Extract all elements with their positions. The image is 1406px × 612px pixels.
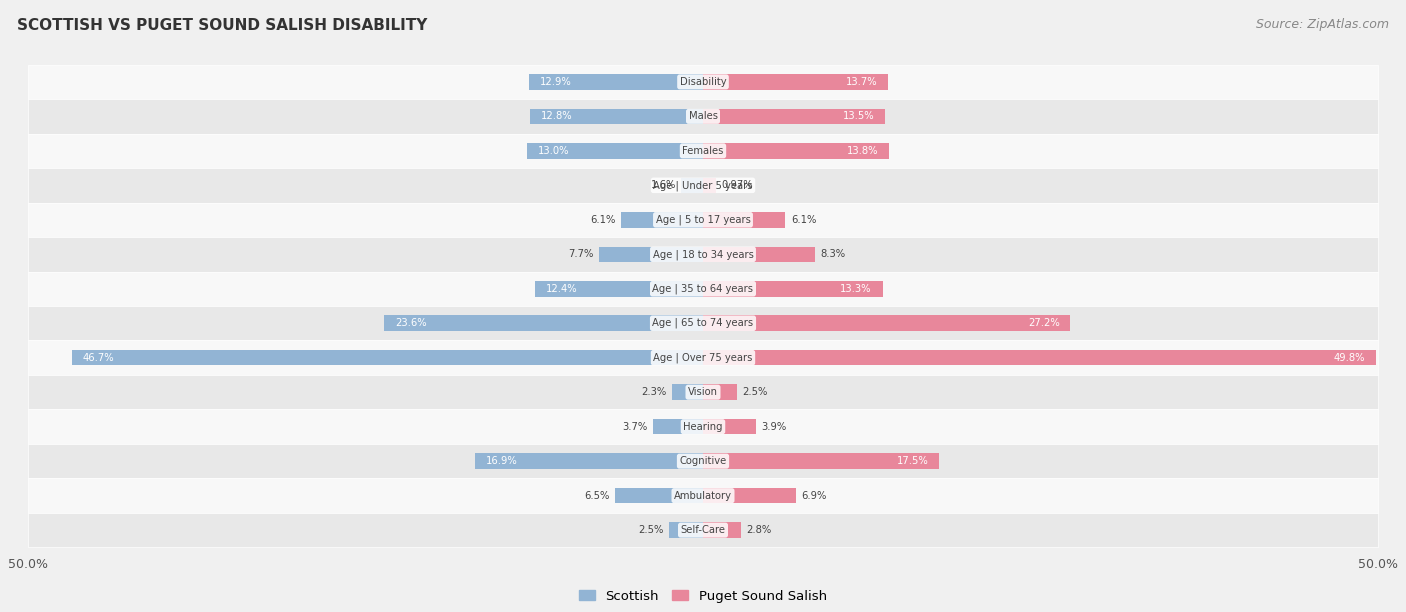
- Text: 13.8%: 13.8%: [846, 146, 879, 156]
- Bar: [652, 419, 703, 435]
- Text: Age | 18 to 34 years: Age | 18 to 34 years: [652, 249, 754, 259]
- Text: 6.5%: 6.5%: [585, 491, 610, 501]
- Text: 23.6%: 23.6%: [395, 318, 426, 328]
- Text: Age | Under 5 years: Age | Under 5 years: [654, 180, 752, 190]
- Bar: [703, 419, 755, 435]
- Text: Ambulatory: Ambulatory: [673, 491, 733, 501]
- Text: Age | 35 to 64 years: Age | 35 to 64 years: [652, 283, 754, 294]
- Bar: [682, 177, 703, 193]
- Text: 6.1%: 6.1%: [591, 215, 616, 225]
- Text: Males: Males: [689, 111, 717, 121]
- Bar: [703, 247, 815, 262]
- Legend: Scottish, Puget Sound Salish: Scottish, Puget Sound Salish: [574, 584, 832, 608]
- Bar: [703, 384, 737, 400]
- Bar: [28, 272, 1378, 306]
- Bar: [28, 409, 1378, 444]
- Bar: [672, 384, 703, 400]
- Bar: [703, 453, 939, 469]
- Bar: [527, 143, 703, 159]
- Text: 49.8%: 49.8%: [1333, 353, 1365, 363]
- Bar: [703, 177, 716, 193]
- Text: 7.7%: 7.7%: [568, 249, 593, 259]
- Text: Cognitive: Cognitive: [679, 456, 727, 466]
- Text: Age | 65 to 74 years: Age | 65 to 74 years: [652, 318, 754, 329]
- Text: Vision: Vision: [688, 387, 718, 397]
- Text: Females: Females: [682, 146, 724, 156]
- Text: Age | Over 75 years: Age | Over 75 years: [654, 353, 752, 363]
- Text: 27.2%: 27.2%: [1028, 318, 1060, 328]
- Text: 16.9%: 16.9%: [485, 456, 517, 466]
- Text: 2.8%: 2.8%: [747, 525, 772, 535]
- Bar: [599, 247, 703, 262]
- Text: 12.9%: 12.9%: [540, 77, 571, 87]
- Bar: [620, 212, 703, 228]
- Bar: [703, 350, 1375, 365]
- Text: 8.3%: 8.3%: [821, 249, 845, 259]
- Text: Age | 5 to 17 years: Age | 5 to 17 years: [655, 215, 751, 225]
- Text: 13.7%: 13.7%: [845, 77, 877, 87]
- Bar: [28, 168, 1378, 203]
- Bar: [28, 375, 1378, 409]
- Text: 0.97%: 0.97%: [721, 181, 754, 190]
- Bar: [530, 108, 703, 124]
- Text: 46.7%: 46.7%: [83, 353, 114, 363]
- Bar: [28, 513, 1378, 547]
- Bar: [529, 74, 703, 89]
- Text: 1.6%: 1.6%: [651, 181, 676, 190]
- Bar: [72, 350, 703, 365]
- Bar: [536, 281, 703, 297]
- Text: 6.9%: 6.9%: [801, 491, 827, 501]
- Text: Self-Care: Self-Care: [681, 525, 725, 535]
- Text: 13.3%: 13.3%: [841, 284, 872, 294]
- Bar: [703, 523, 741, 538]
- Bar: [703, 488, 796, 504]
- Text: Source: ZipAtlas.com: Source: ZipAtlas.com: [1256, 18, 1389, 31]
- Bar: [669, 523, 703, 538]
- Bar: [28, 203, 1378, 237]
- Text: 3.7%: 3.7%: [623, 422, 648, 431]
- Text: 6.1%: 6.1%: [790, 215, 815, 225]
- Bar: [28, 340, 1378, 375]
- Bar: [703, 74, 889, 89]
- Bar: [28, 306, 1378, 340]
- Text: 3.9%: 3.9%: [761, 422, 786, 431]
- Text: 12.4%: 12.4%: [547, 284, 578, 294]
- Text: 17.5%: 17.5%: [897, 456, 928, 466]
- Bar: [703, 315, 1070, 331]
- Bar: [28, 444, 1378, 479]
- Text: 12.8%: 12.8%: [541, 111, 572, 121]
- Text: 2.3%: 2.3%: [641, 387, 666, 397]
- Text: Hearing: Hearing: [683, 422, 723, 431]
- Text: 2.5%: 2.5%: [742, 387, 768, 397]
- Bar: [703, 143, 890, 159]
- Text: 13.0%: 13.0%: [538, 146, 569, 156]
- Bar: [28, 99, 1378, 133]
- Bar: [616, 488, 703, 504]
- Bar: [475, 453, 703, 469]
- Text: 2.5%: 2.5%: [638, 525, 664, 535]
- Bar: [384, 315, 703, 331]
- Text: SCOTTISH VS PUGET SOUND SALISH DISABILITY: SCOTTISH VS PUGET SOUND SALISH DISABILIT…: [17, 18, 427, 34]
- Bar: [28, 479, 1378, 513]
- Text: 13.5%: 13.5%: [844, 111, 875, 121]
- Bar: [28, 65, 1378, 99]
- Bar: [703, 212, 786, 228]
- Bar: [703, 108, 886, 124]
- Text: Disability: Disability: [679, 77, 727, 87]
- Bar: [28, 237, 1378, 272]
- Bar: [28, 133, 1378, 168]
- Bar: [703, 281, 883, 297]
